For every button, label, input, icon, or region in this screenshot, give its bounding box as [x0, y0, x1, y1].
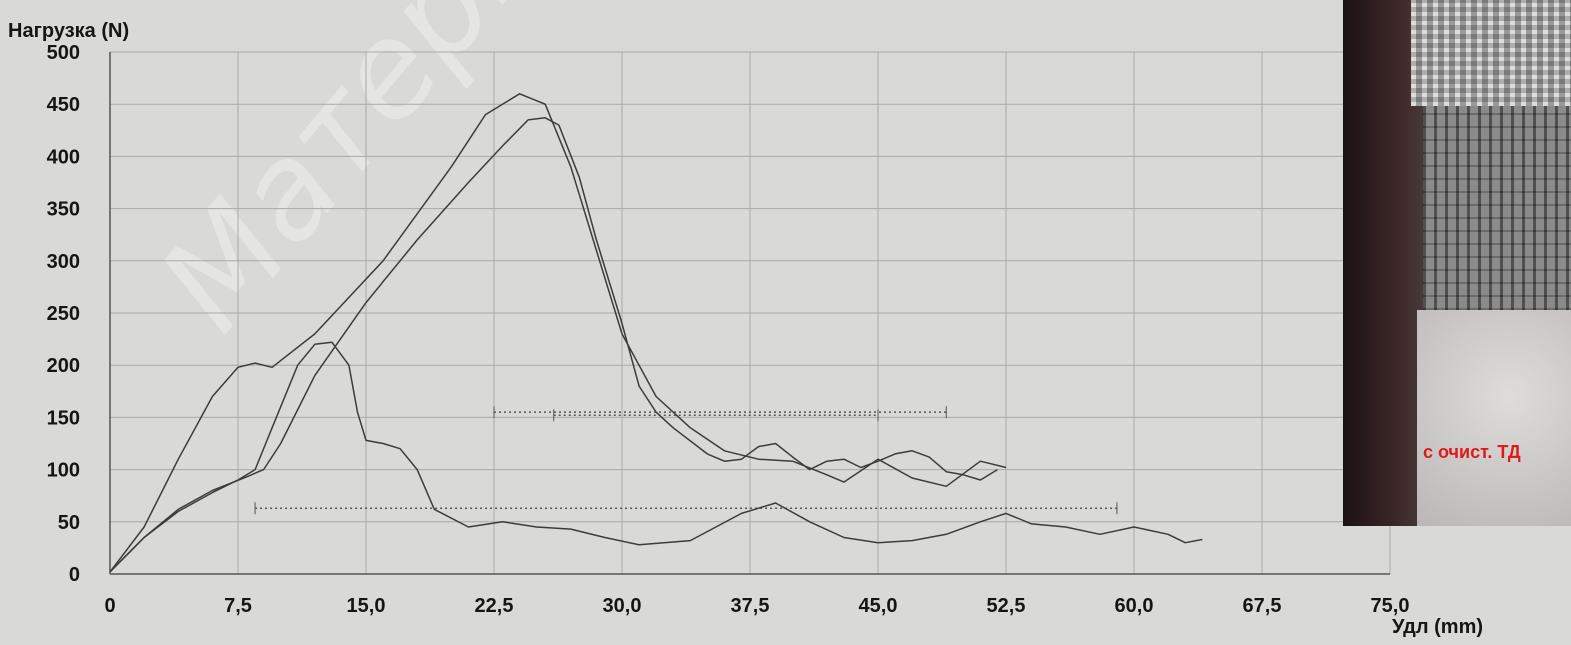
x-tick-label: 67,5: [1243, 595, 1282, 617]
x-tick-label: 30,0: [603, 595, 642, 617]
x-tick-label: 22,5: [475, 595, 514, 617]
y-tick-label: 150: [47, 407, 80, 429]
series-line-3: [109, 341, 1203, 573]
y-tick-label: 50: [58, 512, 80, 534]
x-axis-label: Удл (mm): [1392, 616, 1484, 638]
series-line-1: [109, 93, 1007, 573]
x-tick-label: 15,0: [347, 595, 386, 617]
x-tick-label: 52,5: [987, 595, 1026, 617]
y-tick-label: 100: [47, 460, 80, 482]
x-tick-label: 7,5: [224, 595, 252, 617]
x-tick-label: 45,0: [859, 595, 898, 617]
x-tick-label: 0: [104, 595, 115, 617]
sample-photo: с очист. ТД: [1343, 0, 1571, 526]
x-tick-label: 37,5: [731, 595, 770, 617]
photo-mesh-middle: [1423, 106, 1571, 310]
y-tick-label: 400: [47, 146, 80, 168]
y-tick-label: 500: [47, 42, 80, 64]
y-tick-label: 350: [47, 199, 80, 221]
y-axis-label: Нагрузка (N): [8, 20, 130, 42]
photo-mesh-bottom: [1417, 310, 1571, 526]
series-line-2: [109, 117, 998, 573]
x-tick-label: 75,0: [1371, 595, 1410, 617]
y-tick-label: 250: [47, 303, 80, 325]
y-tick-label: 0: [69, 564, 80, 586]
y-tick-label: 200: [47, 355, 80, 377]
y-tick-label: 300: [47, 251, 80, 273]
photo-caption: с очист. ТД: [1423, 442, 1521, 462]
photo-mesh-top: [1411, 0, 1571, 106]
y-tick-label: 450: [47, 94, 80, 116]
x-tick-label: 60,0: [1115, 595, 1154, 617]
